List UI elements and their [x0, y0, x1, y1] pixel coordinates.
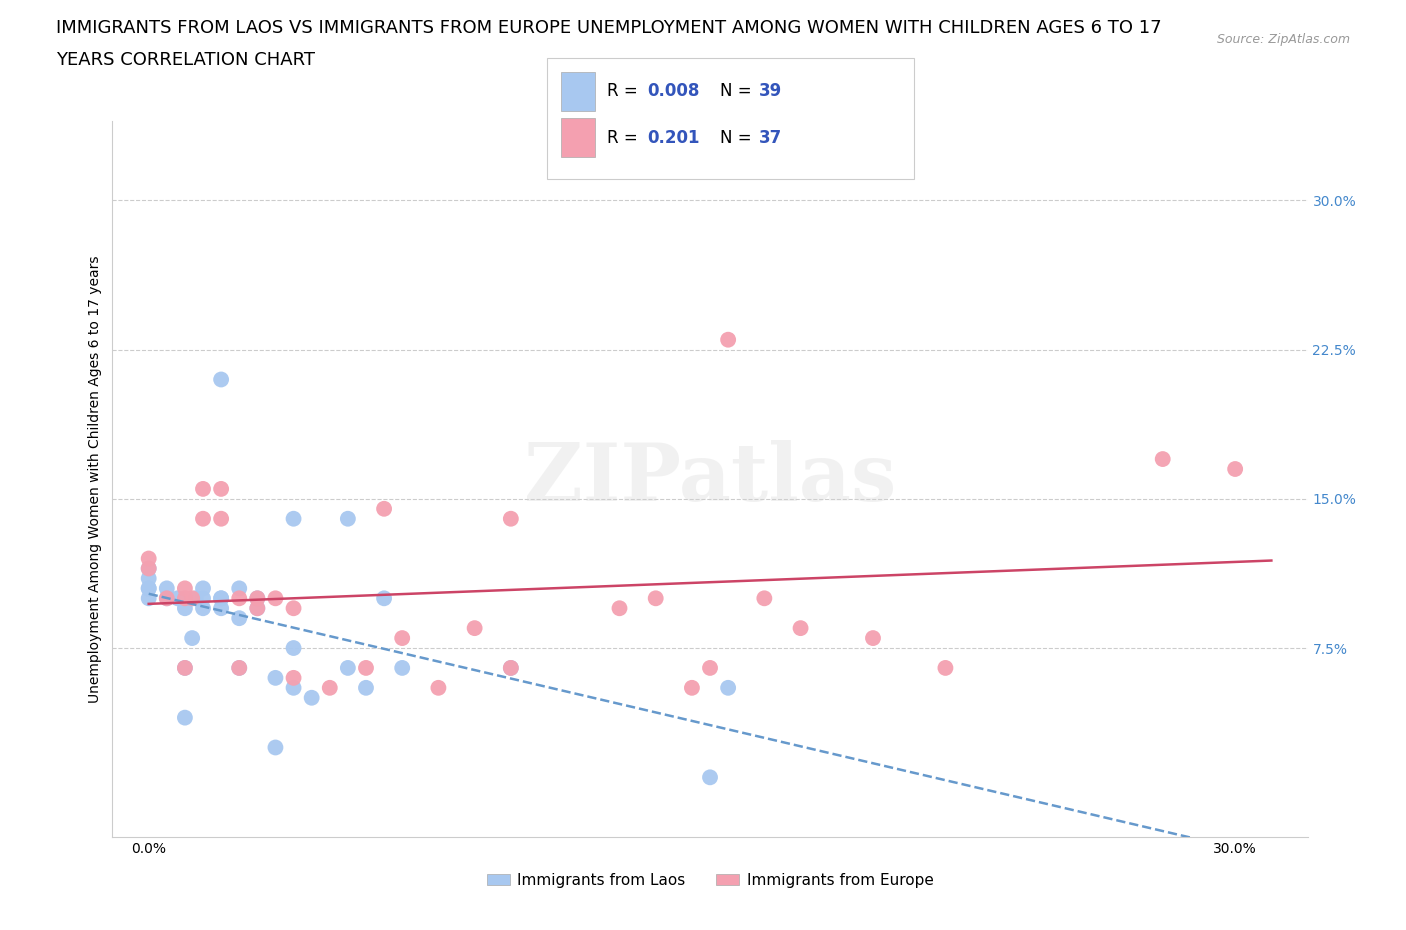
Point	[174, 581, 197, 596]
Point	[354, 681, 377, 696]
Point	[191, 591, 214, 605]
Point	[681, 681, 703, 696]
Point	[499, 660, 522, 675]
Point	[717, 332, 740, 347]
Point	[191, 601, 214, 616]
Point	[138, 571, 160, 586]
Point	[283, 671, 305, 685]
Point	[373, 591, 395, 605]
Point	[609, 601, 631, 616]
Point	[699, 770, 721, 785]
Point	[184, 591, 207, 605]
Point	[391, 631, 413, 645]
Point	[138, 561, 160, 576]
Point	[427, 681, 450, 696]
Point	[174, 660, 197, 675]
Point	[228, 660, 250, 675]
Point	[209, 482, 232, 497]
Point	[1152, 452, 1174, 467]
Point	[373, 501, 395, 516]
Point	[283, 512, 305, 526]
Point	[191, 482, 214, 497]
Point	[138, 591, 160, 605]
Text: IMMIGRANTS FROM LAOS VS IMMIGRANTS FROM EUROPE UNEMPLOYMENT AMONG WOMEN WITH CHI: IMMIGRANTS FROM LAOS VS IMMIGRANTS FROM …	[56, 19, 1161, 36]
Point	[246, 591, 269, 605]
Point	[464, 620, 486, 635]
Legend: Immigrants from Laos, Immigrants from Europe: Immigrants from Laos, Immigrants from Eu…	[481, 867, 939, 894]
Point	[228, 581, 250, 596]
Point	[283, 681, 305, 696]
Point	[644, 591, 666, 605]
Text: 37: 37	[759, 128, 783, 147]
Text: ZIPatlas: ZIPatlas	[524, 440, 896, 518]
Point	[246, 601, 269, 616]
Y-axis label: Unemployment Among Women with Children Ages 6 to 17 years: Unemployment Among Women with Children A…	[89, 255, 103, 703]
Point	[138, 581, 160, 596]
Point	[191, 512, 214, 526]
Text: 0.201: 0.201	[647, 128, 699, 147]
Point	[166, 591, 188, 605]
Point	[336, 512, 359, 526]
Point	[246, 591, 269, 605]
Point	[499, 512, 522, 526]
Point	[301, 690, 323, 705]
Point	[228, 591, 250, 605]
Point	[717, 681, 740, 696]
Point	[156, 591, 179, 605]
Point	[209, 601, 232, 616]
Text: 0.008: 0.008	[647, 82, 699, 100]
Text: Source: ZipAtlas.com: Source: ZipAtlas.com	[1216, 33, 1350, 46]
Point	[228, 660, 250, 675]
Point	[336, 660, 359, 675]
Point	[246, 601, 269, 616]
Point	[754, 591, 776, 605]
Point	[181, 631, 204, 645]
Point	[138, 561, 160, 576]
Point	[191, 581, 214, 596]
Point	[174, 601, 197, 616]
Point	[174, 591, 197, 605]
Point	[138, 581, 160, 596]
Point	[209, 512, 232, 526]
Text: N =: N =	[720, 128, 756, 147]
Point	[862, 631, 884, 645]
Point	[156, 591, 179, 605]
Point	[391, 660, 413, 675]
Point	[209, 591, 232, 605]
Point	[789, 620, 811, 635]
Text: N =: N =	[720, 82, 756, 100]
Point	[319, 681, 342, 696]
Point	[209, 372, 232, 387]
Text: R =: R =	[607, 82, 644, 100]
Point	[228, 611, 250, 626]
Point	[174, 660, 197, 675]
Text: R =: R =	[607, 128, 644, 147]
Point	[209, 591, 232, 605]
Point	[138, 551, 160, 566]
Point	[156, 581, 179, 596]
Point	[283, 641, 305, 656]
Point	[181, 591, 204, 605]
Point	[174, 711, 197, 725]
Point	[1223, 461, 1246, 476]
Point	[354, 660, 377, 675]
Point	[499, 660, 522, 675]
Point	[264, 591, 287, 605]
Point	[264, 671, 287, 685]
Text: YEARS CORRELATION CHART: YEARS CORRELATION CHART	[56, 51, 315, 69]
Point	[699, 660, 721, 675]
Text: 39: 39	[759, 82, 783, 100]
Point	[283, 601, 305, 616]
Point	[264, 740, 287, 755]
Point	[934, 660, 956, 675]
